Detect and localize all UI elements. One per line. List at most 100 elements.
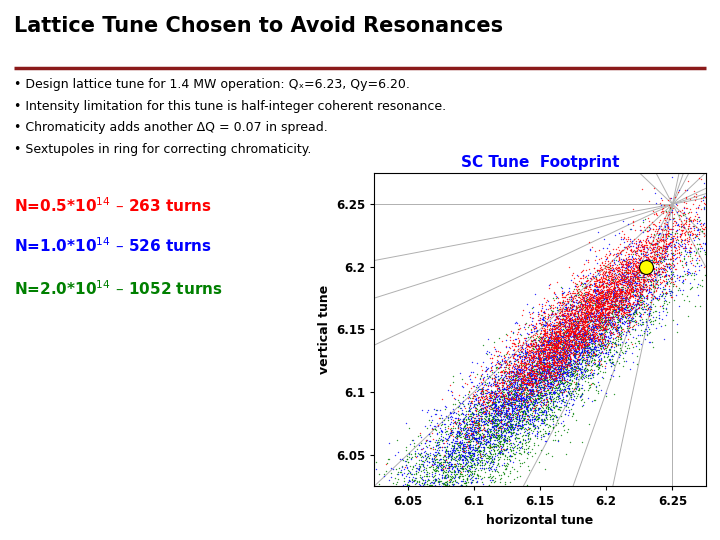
Point [635, 281, 647, 289]
Point [626, 315, 638, 323]
Point [665, 255, 676, 264]
Point [498, 397, 510, 406]
Point [560, 291, 572, 299]
Point [564, 288, 576, 297]
Point [474, 407, 486, 416]
Point [604, 249, 616, 258]
Point [605, 266, 616, 274]
Point [448, 446, 459, 454]
Point [475, 409, 487, 418]
Point [616, 294, 628, 302]
Point [619, 286, 631, 294]
Point [654, 271, 665, 279]
Point [653, 314, 665, 322]
Point [688, 235, 700, 244]
Point [539, 321, 550, 329]
Point [557, 379, 569, 387]
Point [556, 309, 567, 318]
Point [504, 409, 516, 418]
Point [630, 262, 642, 271]
Point [581, 355, 593, 364]
Point [570, 327, 581, 336]
Point [509, 385, 521, 394]
Point [541, 371, 552, 380]
Point [537, 408, 549, 416]
Point [521, 364, 532, 373]
Point [508, 350, 519, 359]
Point [492, 372, 504, 380]
Point [545, 330, 557, 339]
Point [615, 293, 626, 301]
Point [560, 332, 572, 341]
Point [593, 286, 604, 295]
Point [650, 280, 662, 288]
Point [600, 293, 611, 302]
Point [533, 382, 544, 391]
Point [626, 314, 637, 322]
Point [534, 350, 546, 359]
Point [507, 367, 518, 376]
Point [581, 307, 593, 315]
Point [552, 405, 564, 414]
Point [474, 408, 486, 416]
Point [621, 260, 632, 269]
Point [598, 286, 610, 294]
Point [551, 343, 562, 352]
Point [589, 305, 600, 313]
Point [537, 362, 549, 370]
Point [590, 275, 602, 284]
Point [622, 289, 634, 298]
Point [519, 438, 531, 447]
Point [467, 454, 478, 462]
Point [552, 368, 563, 376]
Point [621, 278, 632, 286]
Point [573, 355, 585, 364]
Point [589, 280, 600, 288]
Point [554, 331, 565, 340]
Point [480, 410, 492, 418]
Point [556, 353, 567, 362]
Point [637, 250, 649, 259]
Point [503, 356, 514, 365]
Point [532, 389, 544, 397]
Point [510, 341, 521, 350]
Point [626, 276, 638, 285]
Point [549, 436, 561, 444]
Point [571, 362, 582, 370]
Point [572, 315, 583, 323]
Point [612, 335, 624, 343]
Point [602, 271, 613, 279]
Point [690, 190, 702, 199]
Point [624, 310, 635, 319]
Point [552, 344, 564, 353]
Point [433, 456, 445, 464]
Point [611, 322, 622, 331]
Point [474, 395, 486, 403]
Point [583, 238, 595, 247]
Point [585, 313, 596, 322]
Point [568, 329, 580, 338]
Point [540, 374, 552, 382]
Point [617, 325, 629, 333]
Point [454, 442, 466, 451]
Point [621, 276, 632, 285]
Point [589, 305, 600, 314]
Point [656, 225, 667, 233]
Point [672, 276, 684, 285]
Point [562, 365, 573, 374]
Point [615, 260, 626, 268]
Point [381, 458, 392, 467]
Point [515, 345, 526, 353]
Point [556, 355, 567, 364]
Point [552, 360, 563, 368]
Point [535, 435, 546, 443]
Point [491, 446, 503, 455]
Point [539, 366, 550, 374]
Point [457, 465, 469, 474]
Point [661, 247, 672, 256]
Point [630, 291, 642, 299]
Point [570, 310, 581, 319]
Point [512, 370, 523, 379]
Point [636, 296, 648, 305]
Point [620, 302, 631, 311]
